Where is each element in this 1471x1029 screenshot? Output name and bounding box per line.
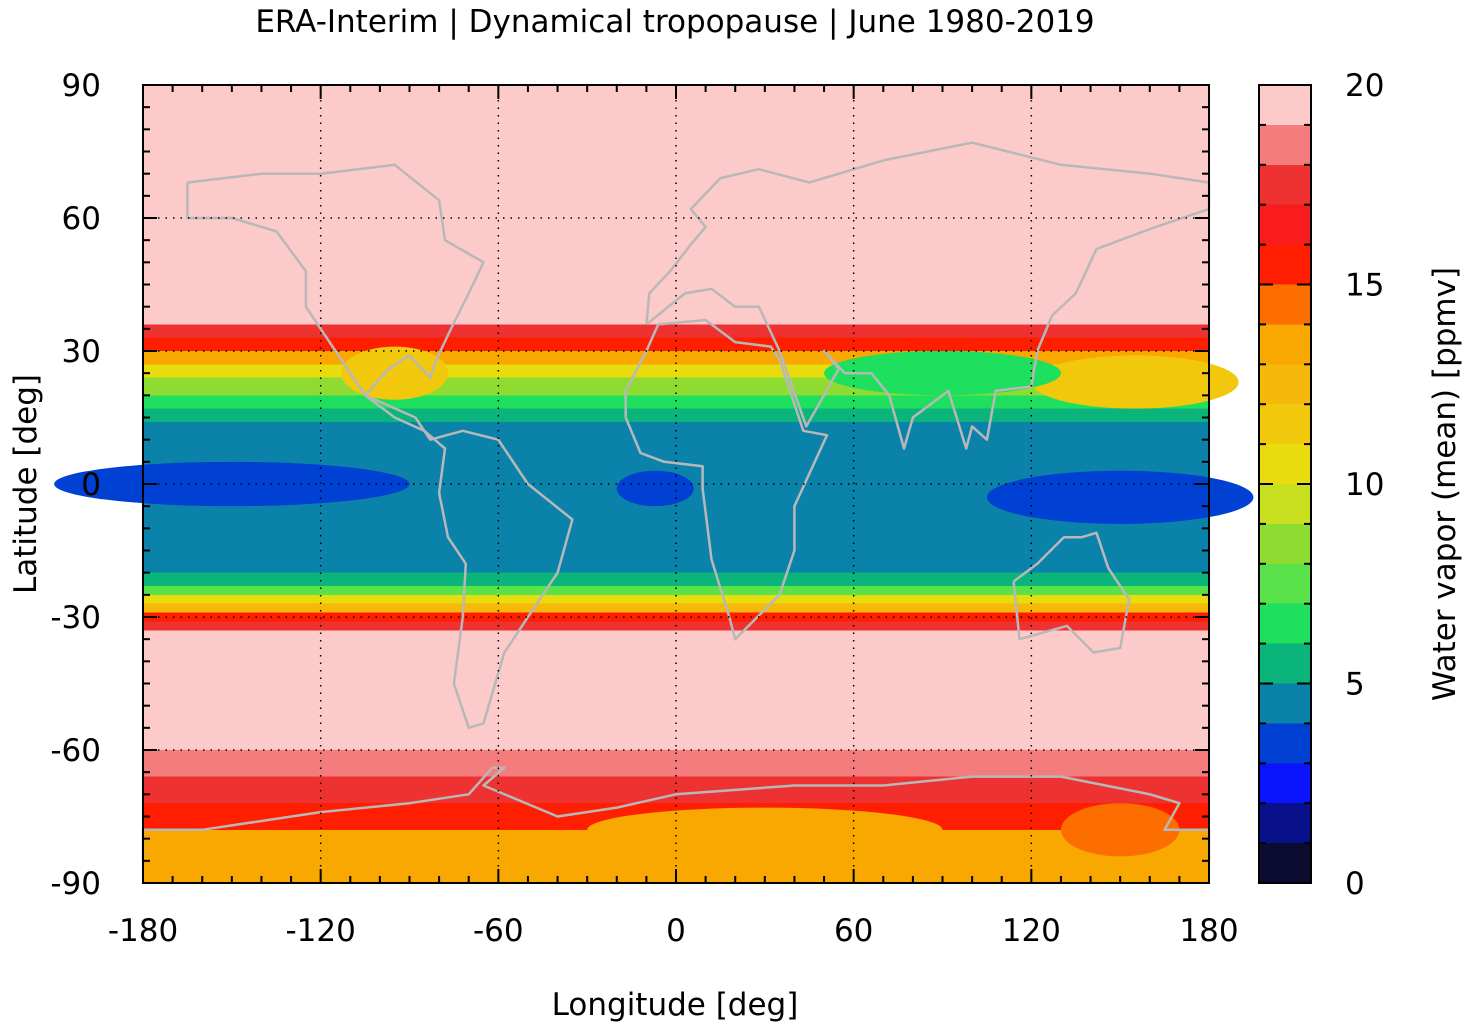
colorbar-level <box>1259 204 1311 245</box>
colorbar-level <box>1259 683 1311 724</box>
colorbar-level <box>1259 85 1311 125</box>
colorbar-level <box>1259 164 1311 205</box>
x-tick-label: -60 <box>473 913 524 949</box>
heatmap-feature <box>54 461 410 507</box>
heatmap-feature <box>824 351 1061 396</box>
x-tick-label: 60 <box>834 913 873 949</box>
colorbar-level <box>1259 324 1311 365</box>
coastlines-overlay <box>141 141 1211 861</box>
coastline <box>186 163 574 730</box>
axes: -180 -120 -60 0 60 120 180 90 60 30 0 -30 -60 -90 <box>50 68 1238 949</box>
colorbar-level <box>1259 643 1311 684</box>
colorbar-level <box>1259 244 1311 285</box>
x-axis-label: Longitude [deg] <box>552 987 799 1023</box>
y-axis-label: Latitude [deg] <box>8 374 44 594</box>
colorbar-level <box>1259 124 1311 165</box>
y-tick-label: 0 <box>81 467 101 503</box>
colorbar-level <box>1259 523 1311 564</box>
colorbar-level <box>1259 803 1311 844</box>
coastline <box>645 141 1211 450</box>
heatmap-feature <box>1060 803 1180 857</box>
y-tick-label: 90 <box>62 68 101 104</box>
chart-title: ERA-Interim | Dynamical tropopause | Jun… <box>255 4 1094 40</box>
colorbar: 0 5 10 15 20 <box>1258 68 1384 902</box>
heatmap-band <box>143 594 1209 604</box>
y-tick-label: 60 <box>62 201 101 237</box>
grid-lines <box>143 85 1209 883</box>
heatmap-band <box>143 776 1209 804</box>
heatmap-feature <box>986 470 1254 524</box>
y-tick-label: 30 <box>62 334 101 370</box>
heatmap-feature <box>1031 355 1239 409</box>
heatmap-band <box>143 85 1209 325</box>
colorbar-level <box>1259 404 1311 445</box>
x-tick-label: -180 <box>108 913 178 949</box>
colorbar-label: Water vapor (mean) [ppmv] <box>1427 267 1463 701</box>
coastline <box>141 766 1211 861</box>
colorbar-level <box>1259 284 1311 325</box>
heatmap-band <box>143 585 1209 595</box>
colorbar-level <box>1259 444 1311 484</box>
colorbar-level <box>1259 723 1311 764</box>
heatmap-feature <box>587 807 943 852</box>
heatmap-band <box>143 572 1209 586</box>
colorbar-level <box>1259 843 1311 883</box>
y-tick-label: -30 <box>50 600 101 636</box>
colorbar-tick-label: 15 <box>1345 268 1384 304</box>
colorbar-level <box>1259 484 1311 524</box>
colorbar-level <box>1259 603 1311 644</box>
colorbar-level <box>1259 364 1311 405</box>
coastline <box>1012 531 1131 654</box>
colorbar-level <box>1259 563 1311 604</box>
heatmap-band <box>143 603 1209 613</box>
x-tick-label: 120 <box>1002 913 1061 949</box>
heatmap-feature <box>616 470 694 507</box>
y-tick-label: -90 <box>50 866 101 902</box>
colorbar-tick-label: 10 <box>1345 467 1384 503</box>
heatmap-band <box>143 750 1209 777</box>
heatmap-band <box>143 395 1209 409</box>
heatmap-band <box>143 337 1209 351</box>
x-tick-label: -120 <box>285 913 355 949</box>
heatmap-feature <box>341 346 448 400</box>
x-tick-label: 180 <box>1179 913 1238 949</box>
colorbar-tick-label: 20 <box>1345 68 1384 104</box>
colorbar-level <box>1259 763 1311 804</box>
colorbar-tick-label: 5 <box>1345 667 1365 703</box>
heatmap-band <box>143 351 1209 365</box>
x-tick-label: 0 <box>666 913 686 949</box>
y-tick-label: -60 <box>50 733 101 769</box>
heatmap-band <box>143 324 1209 338</box>
coastline <box>624 318 829 641</box>
colorbar-tick-label: 0 <box>1345 866 1365 902</box>
